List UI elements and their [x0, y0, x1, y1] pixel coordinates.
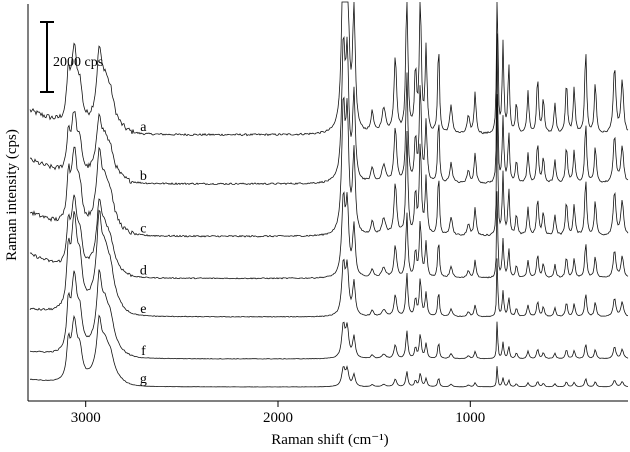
series-label-a: a — [140, 120, 147, 135]
y-axis-title: Raman intensity (cps) — [4, 129, 20, 261]
x-ticks: 3000 2000 1000 — [71, 401, 485, 426]
series-label-e: e — [140, 302, 146, 317]
series-line-e — [29, 209, 629, 318]
series-line-f — [29, 269, 629, 360]
series-label-b: b — [140, 169, 147, 184]
series-label-f: f — [141, 344, 146, 359]
series-label-d: d — [140, 264, 147, 279]
x-axis-title: Raman shift (cm⁻¹) — [271, 432, 388, 448]
x-tick-label-3000: 3000 — [71, 410, 101, 426]
series-line-c — [29, 94, 629, 238]
x-tick-label-1000: 1000 — [455, 410, 485, 426]
series-label-g: g — [140, 372, 147, 387]
x-tick-label-2000: 2000 — [263, 410, 293, 426]
scale-bar: 2000 cps — [40, 21, 103, 93]
series-group — [29, 1, 629, 388]
series-line-d — [29, 191, 629, 280]
series-labels: a b c d e fg — [140, 120, 147, 387]
series-label-c: c — [140, 222, 146, 237]
scale-bar-label: 2000 cps — [53, 55, 103, 70]
series-line-b — [29, 33, 629, 186]
series-line-g — [29, 314, 629, 388]
series-line-a — [29, 1, 629, 137]
